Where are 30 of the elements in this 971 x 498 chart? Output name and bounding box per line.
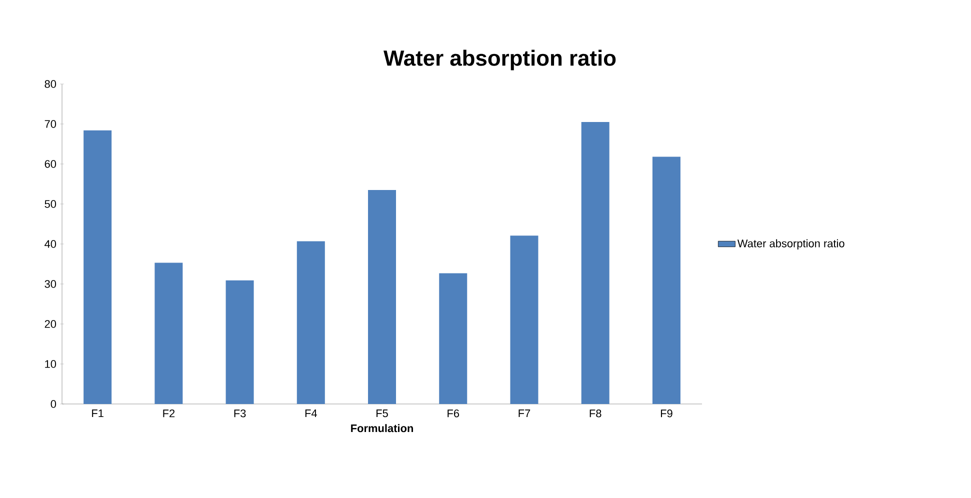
- x-tick-label: F3: [234, 410, 246, 418]
- y-tick-label: 40: [44, 240, 56, 248]
- bar: [652, 156, 680, 404]
- bar: [581, 122, 610, 404]
- y-tick-label: 30: [44, 280, 56, 288]
- y-tick-label: 50: [44, 200, 56, 208]
- x-tick-label: F1: [92, 410, 104, 418]
- bar: [439, 273, 468, 404]
- x-tick-label: F5: [376, 410, 388, 418]
- chart-title: Water absorption ratio: [384, 50, 616, 70]
- y-tick-label: 80: [44, 80, 56, 88]
- y-tick-label: 10: [45, 360, 56, 368]
- legend-label: Water absorption ratio: [737, 239, 844, 250]
- bar: [154, 262, 183, 404]
- x-tick-label: F7: [518, 410, 530, 418]
- y-tick-label: 70: [44, 120, 56, 128]
- bar: [510, 236, 538, 404]
- y-tick-label: 20: [44, 320, 56, 328]
- x-tick-label: F6: [448, 410, 460, 418]
- bar: [84, 130, 112, 404]
- bar: [226, 280, 254, 404]
- x-tick-label: F2: [163, 410, 175, 418]
- y-tick-label: 0: [50, 400, 56, 408]
- y-tick-label: 60: [44, 160, 56, 168]
- bar: [296, 241, 325, 404]
- x-axis-title: Formulation: [351, 424, 413, 432]
- x-tick-label: F9: [660, 410, 672, 418]
- bar: [368, 190, 396, 404]
- x-tick-label: F4: [305, 410, 317, 418]
- x-tick-label: F8: [590, 410, 602, 418]
